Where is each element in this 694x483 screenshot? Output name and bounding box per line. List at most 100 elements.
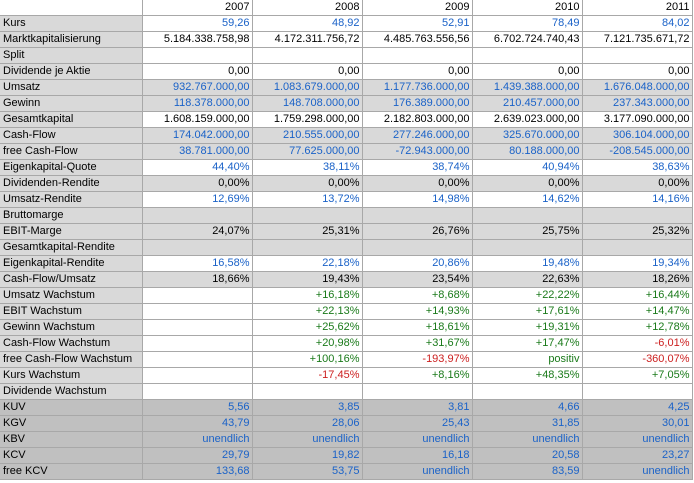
value-cell[interactable]: 14,98% bbox=[362, 191, 473, 208]
row-label[interactable]: EBIT Wachstum bbox=[0, 303, 143, 320]
value-cell[interactable]: 19,82 bbox=[252, 447, 363, 464]
value-cell[interactable]: 4.485.763.556,56 bbox=[362, 31, 473, 48]
value-cell[interactable]: 22,18% bbox=[252, 255, 363, 272]
value-cell[interactable]: 30,01 bbox=[582, 415, 693, 432]
value-cell[interactable]: 0,00 bbox=[142, 63, 253, 80]
row-label[interactable]: Gesamtkapital bbox=[0, 111, 143, 128]
value-cell[interactable]: +16,44% bbox=[582, 287, 693, 304]
value-cell[interactable]: 59,26 bbox=[142, 15, 253, 32]
value-cell[interactable] bbox=[252, 207, 363, 224]
value-cell[interactable]: 29,79 bbox=[142, 447, 253, 464]
value-cell[interactable] bbox=[252, 239, 363, 256]
value-cell[interactable]: 20,58 bbox=[472, 447, 583, 464]
value-cell[interactable]: 14,62% bbox=[472, 191, 583, 208]
value-cell[interactable]: -17,45% bbox=[252, 367, 363, 384]
value-cell[interactable] bbox=[362, 207, 473, 224]
row-label[interactable]: Bruttomarge bbox=[0, 207, 143, 224]
value-cell[interactable]: 0,00% bbox=[582, 175, 693, 192]
row-label[interactable]: Cash-Flow Wachstum bbox=[0, 335, 143, 352]
value-cell[interactable]: 306.104.000,00 bbox=[582, 127, 693, 144]
row-label[interactable]: Gewinn Wachstum bbox=[0, 319, 143, 336]
value-cell[interactable] bbox=[142, 239, 253, 256]
year-header-2007[interactable]: 2007 bbox=[142, 0, 253, 16]
value-cell[interactable]: 19,34% bbox=[582, 255, 693, 272]
value-cell[interactable]: 31,85 bbox=[472, 415, 583, 432]
value-cell[interactable]: 18,26% bbox=[582, 271, 693, 288]
value-cell[interactable] bbox=[362, 383, 473, 400]
value-cell[interactable]: 1.759.298.000,00 bbox=[252, 111, 363, 128]
value-cell[interactable]: +19,31% bbox=[472, 319, 583, 336]
value-cell[interactable]: 210.457.000,00 bbox=[472, 95, 583, 112]
value-cell[interactable]: +31,67% bbox=[362, 335, 473, 352]
value-cell[interactable]: -193,97% bbox=[362, 351, 473, 368]
value-cell[interactable]: 12,69% bbox=[142, 191, 253, 208]
row-label[interactable]: free Cash-Flow bbox=[0, 143, 143, 160]
row-label[interactable]: Eigenkapital-Rendite bbox=[0, 255, 143, 272]
value-cell[interactable]: 24,07% bbox=[142, 223, 253, 240]
value-cell[interactable]: 25,75% bbox=[472, 223, 583, 240]
value-cell[interactable]: 176.389.000,00 bbox=[362, 95, 473, 112]
value-cell[interactable]: unendlich bbox=[362, 431, 473, 448]
value-cell[interactable]: 22,63% bbox=[472, 271, 583, 288]
value-cell[interactable]: +14,47% bbox=[582, 303, 693, 320]
value-cell[interactable]: 210.555.000,00 bbox=[252, 127, 363, 144]
value-cell[interactable]: 14,16% bbox=[582, 191, 693, 208]
value-cell[interactable]: -72.943.000,00 bbox=[362, 143, 473, 160]
row-label[interactable]: KCV bbox=[0, 447, 143, 464]
value-cell[interactable] bbox=[142, 47, 253, 64]
value-cell[interactable]: +17,61% bbox=[472, 303, 583, 320]
row-label[interactable]: Marktkapitalisierung bbox=[0, 31, 143, 48]
value-cell[interactable]: 16,18 bbox=[362, 447, 473, 464]
value-cell[interactable]: 0,00 bbox=[252, 63, 363, 80]
row-label[interactable]: Kurs bbox=[0, 15, 143, 32]
value-cell[interactable]: 44,40% bbox=[142, 159, 253, 176]
row-label[interactable]: Cash-Flow bbox=[0, 127, 143, 144]
value-cell[interactable]: +12,78% bbox=[582, 319, 693, 336]
value-cell[interactable]: unendlich bbox=[582, 431, 693, 448]
value-cell[interactable]: +20,98% bbox=[252, 335, 363, 352]
value-cell[interactable]: 3,85 bbox=[252, 399, 363, 416]
value-cell[interactable]: 237.343.000,00 bbox=[582, 95, 693, 112]
value-cell[interactable]: 23,27 bbox=[582, 447, 693, 464]
value-cell[interactable] bbox=[582, 47, 693, 64]
value-cell[interactable]: 25,43 bbox=[362, 415, 473, 432]
value-cell[interactable] bbox=[252, 383, 363, 400]
value-cell[interactable]: 3.177.090.000,00 bbox=[582, 111, 693, 128]
corner-cell[interactable] bbox=[0, 0, 143, 16]
year-header-2009[interactable]: 2009 bbox=[362, 0, 473, 16]
value-cell[interactable]: 7.121.735.671,72 bbox=[582, 31, 693, 48]
value-cell[interactable] bbox=[142, 207, 253, 224]
value-cell[interactable]: 13,72% bbox=[252, 191, 363, 208]
row-label[interactable]: Umsatz Wachstum bbox=[0, 287, 143, 304]
row-label[interactable]: Dividende je Aktie bbox=[0, 63, 143, 80]
value-cell[interactable]: -360,07% bbox=[582, 351, 693, 368]
value-cell[interactable]: 0,00% bbox=[362, 175, 473, 192]
value-cell[interactable]: 0,00 bbox=[582, 63, 693, 80]
value-cell[interactable]: +18,61% bbox=[362, 319, 473, 336]
row-label[interactable]: Umsatz-Rendite bbox=[0, 191, 143, 208]
value-cell[interactable]: 28,06 bbox=[252, 415, 363, 432]
value-cell[interactable] bbox=[142, 367, 253, 384]
year-header-2008[interactable]: 2008 bbox=[252, 0, 363, 16]
value-cell[interactable]: 25,31% bbox=[252, 223, 363, 240]
value-cell[interactable]: 0,00 bbox=[362, 63, 473, 80]
row-label[interactable]: Dividende Wachstum bbox=[0, 383, 143, 400]
value-cell[interactable] bbox=[472, 383, 583, 400]
row-label[interactable]: KGV bbox=[0, 415, 143, 432]
value-cell[interactable]: 26,76% bbox=[362, 223, 473, 240]
value-cell[interactable]: 18,66% bbox=[142, 271, 253, 288]
value-cell[interactable]: 0,00 bbox=[472, 63, 583, 80]
value-cell[interactable]: 38,63% bbox=[582, 159, 693, 176]
value-cell[interactable]: 43,79 bbox=[142, 415, 253, 432]
value-cell[interactable]: 4,66 bbox=[472, 399, 583, 416]
value-cell[interactable]: 4,25 bbox=[582, 399, 693, 416]
value-cell[interactable]: 1.439.388.000,00 bbox=[472, 79, 583, 96]
row-label[interactable]: Dividenden-Rendite bbox=[0, 175, 143, 192]
value-cell[interactable]: +22,22% bbox=[472, 287, 583, 304]
value-cell[interactable]: 277.246.000,00 bbox=[362, 127, 473, 144]
value-cell[interactable]: 16,58% bbox=[142, 255, 253, 272]
value-cell[interactable]: -6,01% bbox=[582, 335, 693, 352]
value-cell[interactable]: 2.182.803.000,00 bbox=[362, 111, 473, 128]
row-label[interactable]: Eigenkapital-Quote bbox=[0, 159, 143, 176]
value-cell[interactable] bbox=[142, 383, 253, 400]
